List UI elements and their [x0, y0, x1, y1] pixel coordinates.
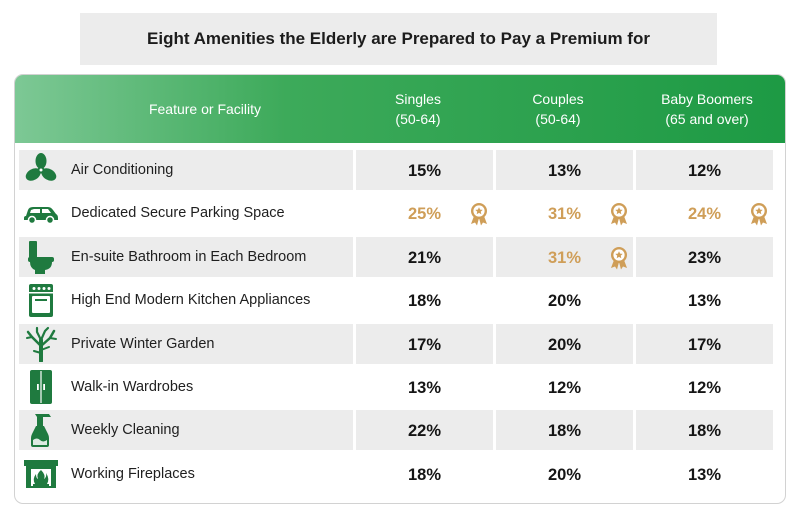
feature-label: Working Fireplaces: [71, 465, 195, 482]
header-baby-boomers-line1: Baby Boomers: [661, 91, 753, 107]
header-baby-boomers-line2: (65 and over): [665, 111, 749, 127]
value-cell: 31%: [496, 193, 633, 233]
feature-cell-ensuite-bathroom: En-suite Bathroom in Each Bedroom: [19, 236, 353, 277]
value-cell: 22%: [356, 410, 493, 451]
value-cell: 21%: [356, 236, 493, 277]
value-cell: 20%: [496, 280, 633, 320]
value-cell: 24%: [636, 193, 773, 233]
feature-label: Weekly Cleaning: [71, 422, 180, 439]
value-cell: 12%: [496, 367, 633, 407]
value-cell: 15%: [356, 150, 493, 190]
value-cell: 20%: [496, 454, 633, 494]
table-row: En-suite Bathroom in Each Bedroom 21% 31% 2…: [15, 236, 785, 277]
data-label: 17%: [407, 335, 442, 354]
fireplace-icon: [23, 456, 59, 492]
header-singles: Singles (50-64): [348, 75, 488, 143]
data-label: 23%: [687, 248, 722, 267]
value-cell: 12%: [636, 367, 773, 407]
header-couples-line2: (50-64): [535, 111, 581, 127]
header-feature: Feature or Facility: [55, 75, 355, 143]
data-label: 13%: [547, 162, 582, 180]
data-label: 15%: [407, 162, 442, 180]
data-label: 20%: [547, 465, 582, 484]
value-cell: 23%: [636, 236, 773, 277]
value-cell: 18%: [636, 410, 773, 451]
data-label: 18%: [407, 292, 442, 311]
header-feature-label: Feature or Facility: [148, 101, 262, 117]
stove-icon: [23, 282, 59, 318]
value-cell: 13%: [496, 150, 633, 190]
award-ribbon-icon: [608, 202, 630, 226]
table-row: Air Conditioning 15% 13% 12%: [15, 150, 785, 190]
value-cell: 13%: [356, 367, 493, 407]
value-cell: 13%: [636, 454, 773, 494]
amenities-table: Feature or Facility Singles (50-64) Coup…: [14, 74, 786, 504]
feature-cell-walk-in-wardrobes: Walk-in Wardrobes: [19, 367, 353, 407]
data-label: 12%: [687, 379, 722, 397]
award-ribbon-icon: [468, 202, 490, 226]
feature-cell-winter-garden: Private Winter Garden: [19, 323, 353, 364]
chart-title: Eight Amenities the Elderly are Prepared…: [80, 13, 717, 65]
data-label: 21%: [407, 248, 442, 267]
table-row: Weekly Cleaning 22% 18% 18%: [15, 410, 785, 451]
data-label: 18%: [407, 465, 442, 484]
data-label: 13%: [407, 379, 442, 397]
fan-icon: [23, 152, 59, 188]
data-label: 13%: [687, 292, 722, 311]
table-row: Private Winter Garden 17% 20% 17%: [15, 323, 785, 364]
data-label: 12%: [547, 379, 582, 397]
car-icon: [23, 195, 59, 231]
header-baby-boomers: Baby Boomers (65 and over): [637, 75, 777, 143]
feature-label: Walk-in Wardrobes: [71, 379, 194, 395]
value-cell: 13%: [636, 280, 773, 320]
value-cell: 18%: [356, 454, 493, 494]
table-row: Dedicated Secure Parking Space 25% 31% 24%: [15, 193, 785, 233]
header-singles-line2: (50-64): [395, 111, 441, 127]
value-cell: 17%: [356, 323, 493, 364]
value-cell: 20%: [496, 323, 633, 364]
feature-label: High End Modern Kitchen Appliances: [71, 292, 311, 309]
tree-icon: [23, 326, 59, 362]
data-label: 25%: [407, 205, 442, 224]
data-label: 13%: [687, 465, 722, 484]
value-cell: 17%: [636, 323, 773, 364]
feature-label: Air Conditioning: [71, 162, 174, 178]
data-label: 22%: [407, 422, 442, 441]
feature-label: Dedicated Secure Parking Space: [71, 205, 285, 222]
data-label: 20%: [547, 292, 582, 311]
table-row: Working Fireplaces 18% 20% 13%: [15, 454, 785, 494]
value-cell: 25%: [356, 193, 493, 233]
feature-label: En-suite Bathroom in Each Bedroom: [71, 248, 307, 265]
header-singles-line1: Singles: [395, 91, 441, 107]
wardrobe-icon: [23, 369, 59, 405]
feature-cell-parking: Dedicated Secure Parking Space: [19, 193, 353, 233]
header-couples-line1: Couples: [532, 91, 584, 107]
data-label: 20%: [547, 335, 582, 354]
header-couples: Couples (50-64): [488, 75, 628, 143]
data-label: 31%: [547, 248, 582, 267]
feature-cell-air-conditioning: Air Conditioning: [19, 150, 353, 190]
data-label: 12%: [687, 162, 722, 180]
table-header: Feature or Facility Singles (50-64) Coup…: [15, 75, 785, 143]
value-cell: 18%: [496, 410, 633, 451]
data-label: 17%: [687, 335, 722, 354]
data-label: 24%: [687, 205, 722, 224]
table-row: Walk-in Wardrobes 13% 12% 12%: [15, 367, 785, 407]
feature-label: Private Winter Garden: [71, 335, 215, 352]
table-row: High End Modern Kitchen Appliances 18% 20%…: [15, 280, 785, 320]
spray-bottle-icon: [23, 412, 59, 448]
toilet-icon: [23, 239, 59, 275]
feature-cell-fireplaces: Working Fireplaces: [19, 454, 353, 494]
value-cell: 12%: [636, 150, 773, 190]
value-cell: 31%: [496, 236, 633, 277]
data-label: 18%: [547, 422, 582, 441]
data-label: 31%: [547, 205, 582, 224]
award-ribbon-icon: [608, 246, 630, 270]
feature-cell-kitchen-appliances: High End Modern Kitchen Appliances: [19, 280, 353, 320]
data-label: 18%: [687, 422, 722, 441]
value-cell: 18%: [356, 280, 493, 320]
award-ribbon-icon: [748, 202, 770, 226]
feature-cell-weekly-cleaning: Weekly Cleaning: [19, 410, 353, 451]
